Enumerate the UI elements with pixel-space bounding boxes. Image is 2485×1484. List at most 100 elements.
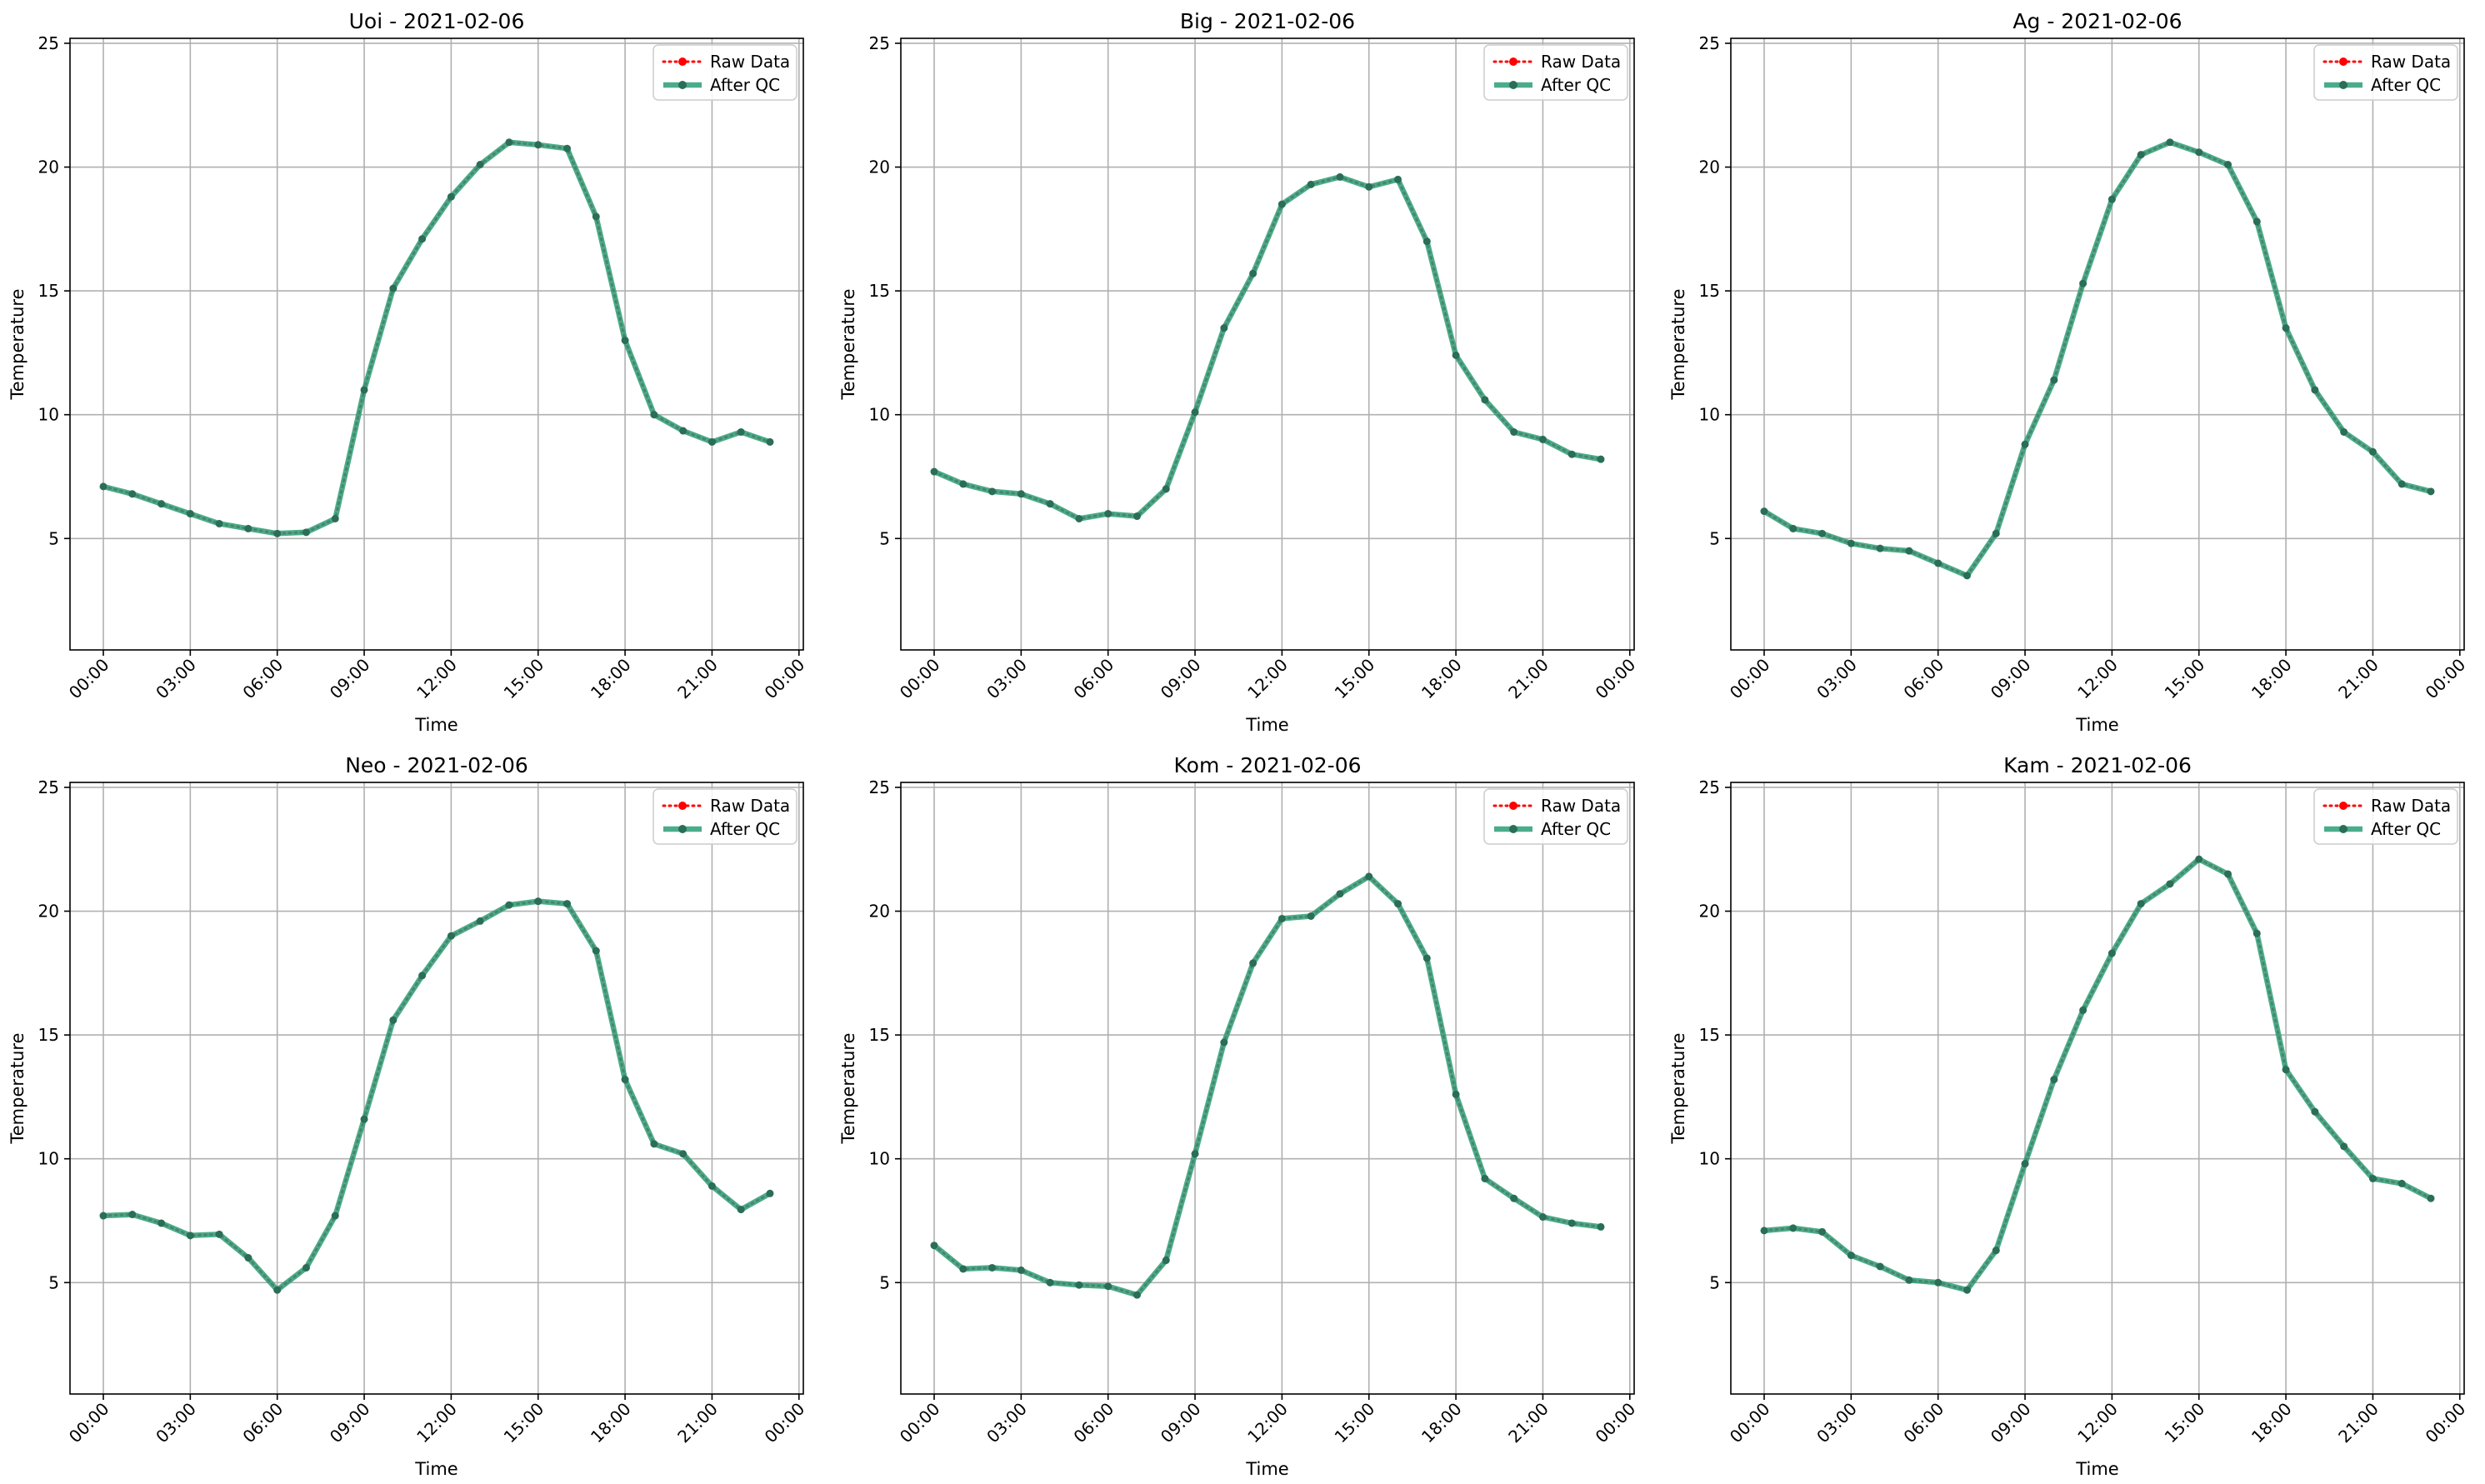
after-qc-point	[1075, 1281, 1083, 1289]
after-qc-point	[1307, 180, 1315, 188]
after-qc-point	[2137, 900, 2145, 908]
y-tick-label: 15	[869, 281, 890, 301]
legend-qc-label: After QC	[1541, 75, 1611, 95]
after-qc-point	[2050, 376, 2058, 384]
legend-qc-marker	[2339, 81, 2348, 89]
after-qc-point	[244, 1254, 252, 1262]
after-qc-point	[1962, 572, 1971, 580]
x-tick-label: 18:00	[2248, 1399, 2296, 1447]
after-qc-line	[102, 139, 772, 537]
x-tick-label: 09:00	[1157, 655, 1205, 703]
after-qc-point	[1992, 1247, 2000, 1255]
legend-raw-label: Raw Data	[1541, 796, 1621, 816]
x-tick-label: 15:00	[500, 655, 548, 703]
y-tick-label: 5	[48, 1272, 59, 1292]
after-qc-line	[932, 873, 1602, 1298]
y-tick-label: 20	[869, 902, 890, 922]
x-tick-label: 06:00	[239, 655, 288, 703]
after-qc-point	[1568, 1219, 1576, 1227]
raw-data-line	[102, 141, 772, 535]
after-qc-point	[1249, 269, 1258, 277]
after-qc-point	[988, 487, 997, 496]
after-qc-point	[1760, 507, 1768, 516]
after-qc-point	[505, 138, 513, 147]
after-qc-point	[1220, 324, 1228, 332]
after-qc-point	[1249, 959, 1258, 967]
x-tick-label: 15:00	[500, 1399, 548, 1447]
legend-raw-marker	[1509, 57, 1518, 66]
after-qc-point	[2195, 855, 2203, 863]
after-qc-point	[99, 1212, 108, 1220]
x-tick-label: 18:00	[2248, 655, 2296, 703]
after-qc-point	[1191, 408, 1199, 417]
after-qc-point	[2108, 195, 2116, 203]
after-qc-point	[1992, 529, 2000, 537]
legend-raw-label: Raw Data	[2371, 52, 2451, 72]
after-qc-point	[2021, 1160, 2029, 1168]
y-tick-label: 20	[1699, 157, 1720, 177]
x-tick-label: 09:00	[326, 1399, 374, 1447]
y-tick-label: 15	[38, 281, 59, 301]
after-qc-point	[1046, 500, 1054, 508]
x-tick-label: 15:00	[2161, 655, 2209, 703]
after-qc-point	[988, 1263, 997, 1272]
x-tick-label: 00:00	[1592, 655, 1640, 703]
x-tick-label: 12:00	[1243, 1399, 1292, 1447]
legend-raw-label: Raw Data	[710, 796, 790, 816]
x-tick-label: 00:00	[65, 655, 113, 703]
after-qc-point	[1962, 1286, 1971, 1294]
after-qc-point	[273, 529, 282, 537]
y-axis-label: Temperature	[1668, 288, 1688, 400]
after-qc-point	[476, 917, 484, 925]
after-qc-point	[2224, 870, 2232, 878]
legend: Raw Data After QC	[2313, 44, 2458, 101]
y-tick-label: 25	[1699, 33, 1720, 53]
y-tick-label: 15	[38, 1025, 59, 1045]
legend-qc-marker	[1509, 81, 1518, 89]
after-qc-point	[2368, 1174, 2377, 1182]
after-qc-point	[1568, 450, 1576, 458]
after-qc-point	[1818, 529, 1827, 537]
x-axis-label: Time	[1245, 715, 1288, 735]
x-tick-label: 09:00	[1987, 655, 2035, 703]
axes-frame	[69, 37, 804, 651]
after-qc-point	[1452, 351, 1460, 359]
after-qc-point	[1789, 1224, 1798, 1232]
y-tick-label: 10	[1699, 1149, 1720, 1169]
x-tick-label: 06:00	[239, 1399, 288, 1447]
after-qc-point	[1017, 490, 1025, 498]
x-tick-label: 03:00	[982, 655, 1031, 703]
legend: Raw Data After QC	[2313, 788, 2458, 845]
after-qc-point	[2311, 386, 2319, 394]
x-axis-label: Time	[2075, 715, 2118, 735]
after-qc-point	[2427, 1194, 2435, 1202]
subplot-2: Big - 2021-02-06 5 10 15 20 25 00:00 03:00 06:00…	[838, 9, 1639, 735]
y-tick-label: 10	[869, 1149, 890, 1169]
x-tick-label: 03:00	[152, 1399, 200, 1447]
after-qc-point	[389, 284, 398, 292]
after-qc-point	[930, 467, 938, 476]
after-qc-point	[679, 427, 688, 435]
after-qc-point	[1538, 1213, 1547, 1222]
after-qc-point	[563, 900, 572, 908]
x-tick-label: 12:00	[412, 655, 461, 703]
after-qc-point	[476, 161, 484, 169]
after-qc-point	[331, 1212, 339, 1220]
legend-qc-marker	[2339, 825, 2348, 833]
y-tick-label: 5	[1709, 1272, 1720, 1292]
after-qc-point	[302, 528, 310, 537]
after-qc-point	[1046, 1278, 1054, 1287]
y-tick-label: 25	[1699, 777, 1720, 797]
x-tick-label: 03:00	[1812, 1399, 1861, 1447]
x-tick-label: 21:00	[1504, 655, 1552, 703]
after-qc-point	[418, 235, 427, 243]
after-qc-point	[959, 1265, 968, 1273]
y-tick-label: 15	[869, 1025, 890, 1045]
axes-frame	[1730, 37, 2465, 651]
y-axis-label: Temperature	[838, 288, 858, 400]
after-qc-point	[447, 192, 455, 201]
x-axis-label: Time	[414, 1459, 458, 1479]
after-qc-point	[1104, 510, 1112, 518]
y-tick-label: 25	[869, 33, 890, 53]
x-tick-label: 00:00	[761, 655, 809, 703]
